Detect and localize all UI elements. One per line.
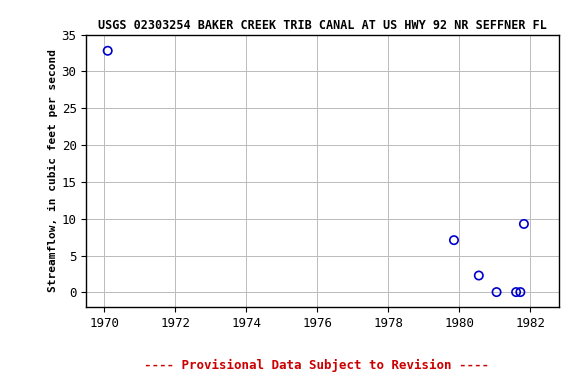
Point xyxy=(516,289,525,295)
Point xyxy=(103,48,112,54)
Title: USGS 02303254 BAKER CREEK TRIB CANAL AT US HWY 92 NR SEFFNER FL: USGS 02303254 BAKER CREEK TRIB CANAL AT … xyxy=(98,19,547,32)
Point xyxy=(474,272,483,278)
Text: ---- Provisional Data Subject to Revision ----: ---- Provisional Data Subject to Revisio… xyxy=(145,359,489,372)
Point xyxy=(511,289,521,295)
Point xyxy=(520,221,529,227)
Point xyxy=(449,237,458,243)
Point xyxy=(492,289,501,295)
Y-axis label: Streamflow, in cubic feet per second: Streamflow, in cubic feet per second xyxy=(47,50,58,292)
